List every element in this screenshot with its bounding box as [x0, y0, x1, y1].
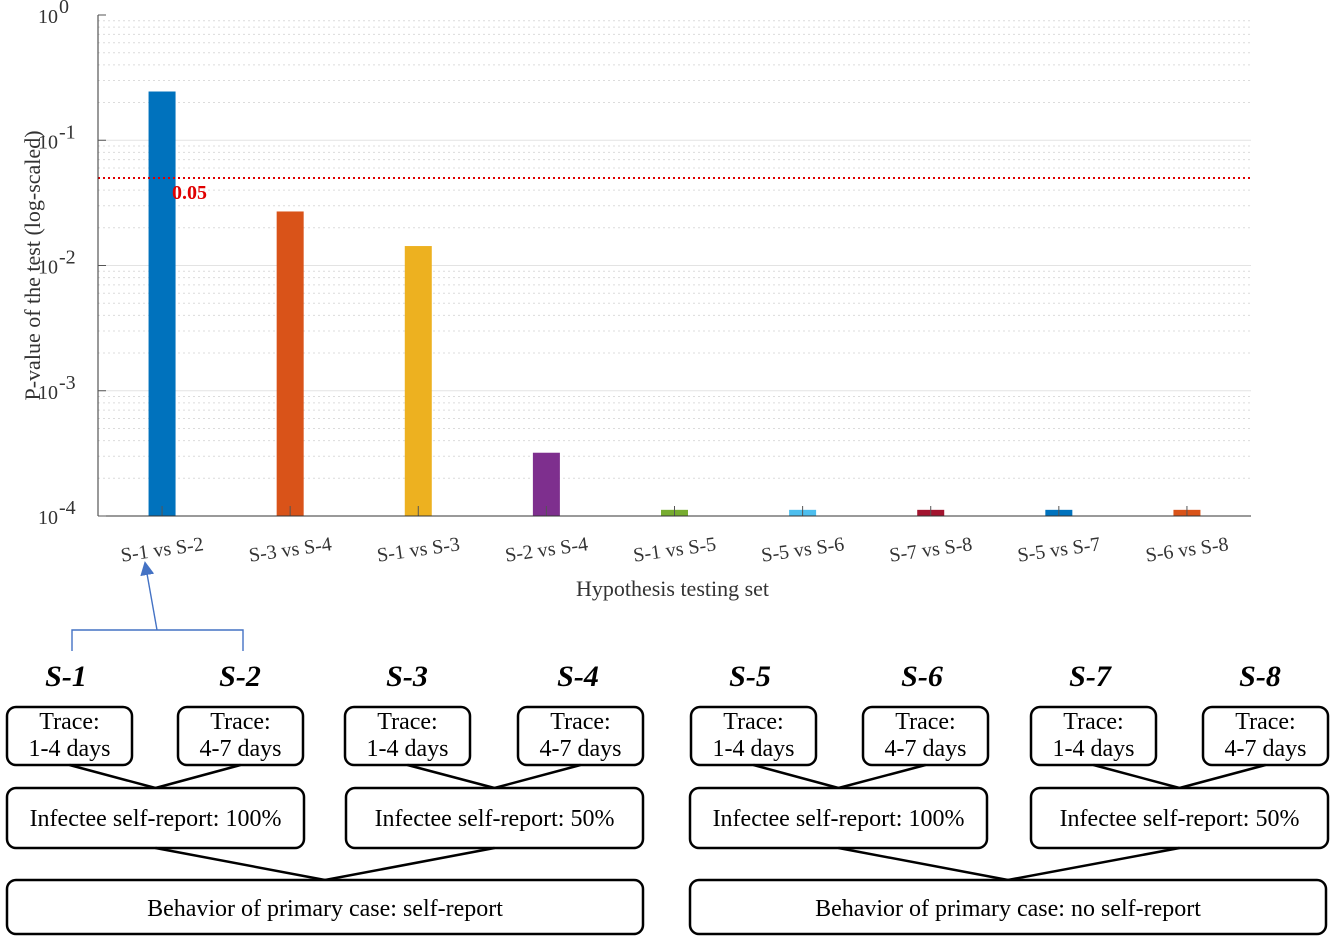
connector-line — [324, 846, 495, 882]
y-tick-exponent: -4 — [59, 497, 76, 519]
trace-text: 4-7 days — [200, 736, 282, 762]
y-tick-exponent: 0 — [59, 0, 69, 18]
connector-line — [838, 763, 926, 790]
connector-line — [838, 846, 1009, 882]
scenario-label: S-2 — [219, 660, 261, 693]
bar — [532, 452, 560, 516]
connector-line — [155, 763, 241, 790]
trace-text: Trace: — [550, 709, 610, 735]
y-tick-exponent: -1 — [59, 121, 76, 143]
y-tick-label: 10 — [38, 257, 58, 279]
trace-text: Trace: — [39, 709, 99, 735]
connector-line — [494, 763, 581, 790]
scenario-label: S-3 — [386, 660, 428, 693]
connector-line — [407, 763, 495, 790]
trace-text: Trace: — [1063, 709, 1123, 735]
trace-text: 4-7 days — [1225, 736, 1307, 762]
self-report-text: Infectee self-report: 100% — [30, 806, 282, 832]
y-tick-exponent: -2 — [59, 247, 76, 269]
y-tick-label: 10 — [38, 382, 58, 404]
bar — [148, 91, 176, 516]
x-tick-label: S-5 vs S-7 — [1016, 533, 1102, 566]
trace-text: Trace: — [895, 709, 955, 735]
x-tick-label: S-3 vs S-4 — [248, 533, 334, 566]
scenario-label: S-7 — [1069, 660, 1112, 693]
bar — [404, 246, 432, 516]
scenario-label: S-8 — [1239, 660, 1281, 693]
x-tick-label: S-6 vs S-8 — [1144, 533, 1230, 566]
trace-text: Trace: — [377, 709, 437, 735]
annotation-bracket — [71, 561, 244, 651]
x-tick-label: S-2 vs S-4 — [504, 533, 590, 566]
connector-line — [155, 846, 326, 882]
connector-line — [1007, 846, 1180, 882]
y-tick-label: 10 — [38, 507, 58, 529]
trace-text: 4-7 days — [885, 736, 967, 762]
self-report-text: Infectee self-report: 50% — [375, 806, 615, 832]
trace-text: 1-4 days — [713, 736, 795, 762]
x-axis-title: Hypothesis testing set — [576, 576, 769, 601]
minor-gridlines — [98, 20, 1251, 479]
scenario-label: S-6 — [901, 660, 943, 693]
x-tick-label: S-7 vs S-8 — [888, 533, 974, 566]
x-tick-label: S-5 vs S-6 — [760, 533, 846, 566]
threshold-label: 0.05 — [172, 182, 207, 204]
trace-text: Trace: — [210, 709, 270, 735]
bar — [276, 211, 304, 517]
connector-line — [1179, 763, 1266, 790]
trace-text: 1-4 days — [29, 736, 111, 762]
connector-line — [1093, 763, 1180, 790]
y-tick-label: 10 — [38, 6, 58, 28]
x-tick-labels: S-1 vs S-2 S-3 vs S-4 S-1 vs S-3 S-2 vs S-4… — [119, 533, 1229, 566]
trace-text: 4-7 days — [540, 736, 622, 762]
self-report-text: Infectee self-report: 100% — [713, 806, 965, 832]
y-tick-label: 10 — [38, 131, 58, 153]
x-tick-label: S-1 vs S-3 — [376, 533, 462, 566]
x-tick-label: S-1 vs S-2 — [119, 533, 205, 566]
behavior-box — [688, 878, 1328, 936]
behavior-box — [5, 878, 645, 936]
connector-line — [753, 763, 839, 790]
trace-text: Trace: — [1235, 709, 1295, 735]
connector-line — [69, 763, 156, 790]
y-tick-exponent: -3 — [59, 372, 76, 394]
scenario-label: S-4 — [557, 660, 599, 693]
trace-text: 1-4 days — [367, 736, 449, 762]
trace-text: Trace: — [723, 709, 783, 735]
behavior-text: Behavior of primary case: self-report — [147, 896, 503, 922]
scenario-label: S-5 — [729, 660, 771, 693]
scenario-label: S-1 — [45, 660, 87, 693]
y-axis-title: P-value of the test (log-scaled) — [20, 130, 45, 400]
self-report-text: Infectee self-report: 50% — [1060, 806, 1300, 832]
major-gridlines — [98, 139, 1251, 517]
trace-text: 1-4 days — [1053, 736, 1135, 762]
bars — [148, 91, 1201, 517]
behavior-text: Behavior of primary case: no self-report — [815, 896, 1201, 922]
x-tick-label: S-1 vs S-5 — [632, 533, 718, 566]
